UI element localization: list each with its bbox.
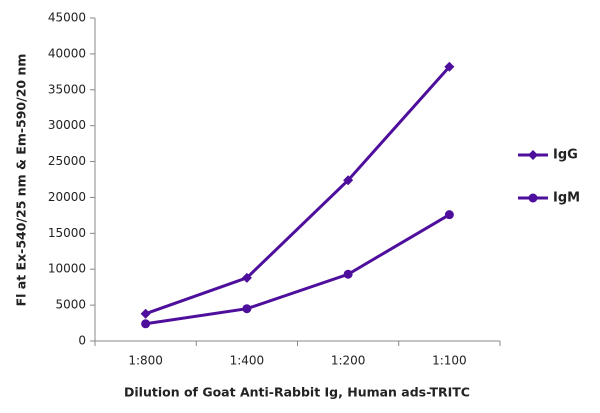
x-tick-label: 1:200 xyxy=(331,354,366,368)
series-line xyxy=(145,213,451,326)
y-tick-label: 10000 xyxy=(48,262,86,276)
y-tick-label: 5000 xyxy=(55,298,86,312)
y-tick-label: 35000 xyxy=(48,82,86,96)
y-tick-label: 15000 xyxy=(48,226,86,240)
series-line xyxy=(145,65,451,316)
legend-label: IgG xyxy=(553,148,578,163)
y-tick-label: 20000 xyxy=(48,190,86,204)
marker xyxy=(444,210,454,220)
y-tick-label: 45000 xyxy=(48,11,86,25)
marker xyxy=(528,150,538,160)
y-tick-label: 25000 xyxy=(48,154,86,168)
marker xyxy=(242,304,252,314)
marker xyxy=(343,175,354,186)
y-tick-label: 40000 xyxy=(48,46,86,60)
marker xyxy=(241,272,252,283)
marker xyxy=(528,193,538,203)
y-axis-title: Fl at Ex-540/25 nm & Em-590/20 nm xyxy=(14,54,29,307)
marker xyxy=(140,308,151,319)
marker xyxy=(343,269,353,279)
marker xyxy=(444,61,455,72)
x-tick-label: 1:100 xyxy=(432,354,467,368)
marker xyxy=(141,319,151,329)
y-tick-label: 0 xyxy=(78,334,86,348)
legend-label: IgM xyxy=(553,191,580,206)
x-axis-title: Dilution of Goat Anti-Rabbit Ig, Human a… xyxy=(124,385,470,400)
x-tick-label: 1:400 xyxy=(230,354,265,368)
y-tick-label: 30000 xyxy=(48,118,86,132)
x-tick-label: 1:800 xyxy=(128,354,163,368)
